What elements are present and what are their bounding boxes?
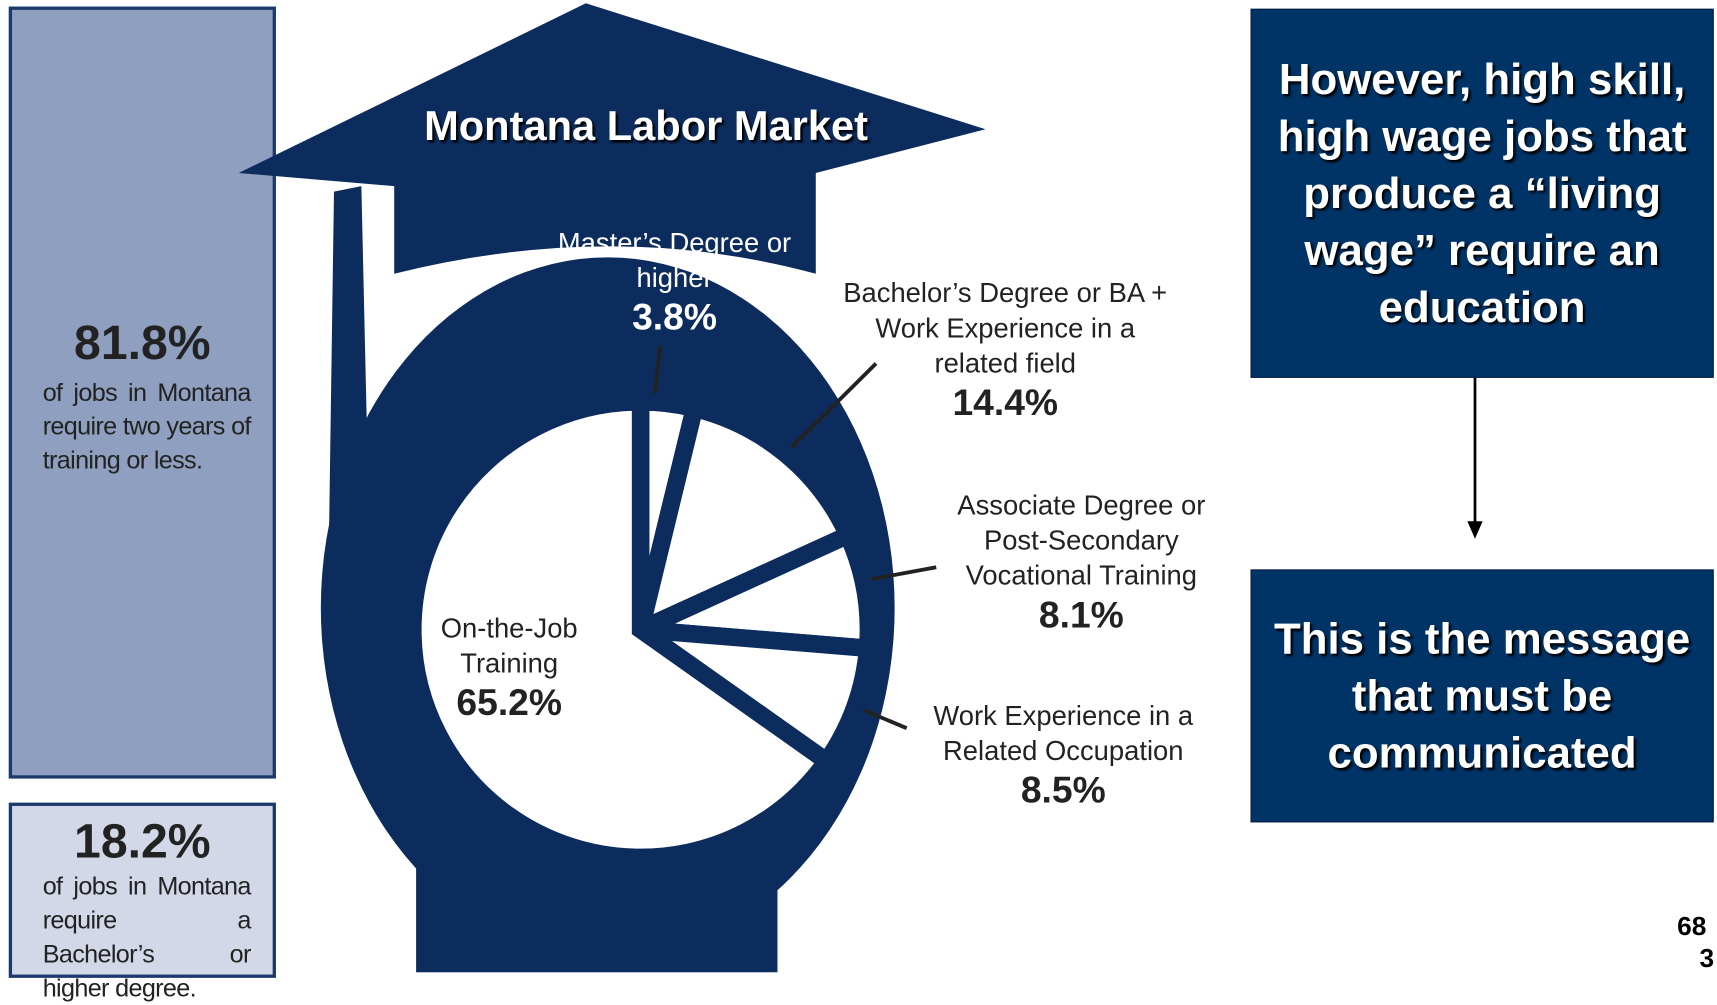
callout-box: However, high skill, high wage jobs that… xyxy=(1251,9,1714,378)
category-label: Associate Degree or Post-Secondary Vocat… xyxy=(957,491,1205,592)
category-label: Master’s Degree or higher xyxy=(558,228,791,294)
slide: 81.8% of jobs in Montana require two yea… xyxy=(0,0,1717,972)
callout-box: This is the message that must be communi… xyxy=(1251,569,1714,822)
slice-label: Bachelor’s Degree or BA + Work Experienc… xyxy=(841,276,1170,425)
tassel xyxy=(329,186,371,569)
chart-title: Montana Labor Market xyxy=(361,104,930,151)
page: 81.8% of jobs in Montana require two yea… xyxy=(0,0,1717,972)
value-label: 8.5% xyxy=(904,769,1222,813)
callout-text: However, high skill, high wage jobs that… xyxy=(1267,51,1697,336)
corner-text: 3 xyxy=(1699,944,1717,975)
page-number: 68 xyxy=(1664,912,1717,943)
arrow-head xyxy=(1467,521,1482,539)
category-label: Work Experience in a Related Occupation xyxy=(933,701,1193,767)
value-label: 65.2% xyxy=(405,681,613,725)
category-label: Bachelor’s Degree or BA + Work Experienc… xyxy=(843,278,1167,379)
value-label: 14.4% xyxy=(841,381,1170,425)
slice-label: Associate Degree or Post-Secondary Vocat… xyxy=(931,488,1232,637)
value-label: 3.8% xyxy=(543,296,806,340)
category-label: On-the-Job Training xyxy=(441,613,578,679)
value-label: 8.1% xyxy=(931,594,1232,638)
callout-text: This is the message that must be communi… xyxy=(1267,610,1697,781)
